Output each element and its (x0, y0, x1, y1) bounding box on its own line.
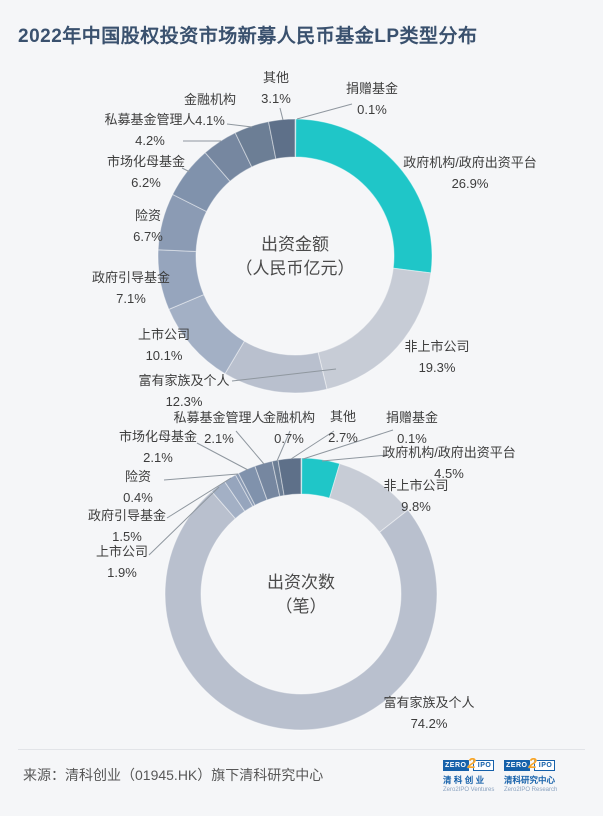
leader-line (163, 473, 239, 481)
logo-english-name: Zero2IPO Research (504, 787, 558, 793)
leader-line (231, 368, 337, 382)
donut-segment-amount-2 (317, 267, 432, 390)
leader-line (148, 486, 220, 556)
donut-segment-count-10 (277, 457, 302, 497)
leader-line (321, 454, 389, 462)
logo-zero-text: ZERO (504, 760, 531, 771)
logo-chinese-name: 清科研究中心 (504, 775, 556, 785)
leader-line (276, 430, 291, 462)
leader-line (302, 429, 394, 460)
zero2ipo-logo-mark: ZERO 2 IPO (443, 755, 501, 772)
logo-zero-text: ZERO (443, 760, 470, 771)
donut-segment-amount-10 (267, 118, 296, 160)
page-title: 2022年中国股权投资市场新募人民币基金LP类型分布 (18, 26, 478, 47)
logo-chinese-name: 清 科 创 业 (443, 775, 485, 785)
leader-line (296, 103, 353, 120)
donut-segment-amount-1 (295, 118, 433, 274)
logo-ipo-text: IPO (533, 760, 556, 771)
leader-line (166, 477, 232, 519)
logo-english-name: Zero2IPO Ventures (443, 787, 495, 793)
zero2ipo-logo-mark: ZERO 2 IPO (504, 755, 562, 772)
footer-divider (18, 749, 585, 750)
logo-two-numeral: 2 (467, 755, 476, 772)
leader-line (290, 430, 335, 460)
zero2ipo-ventures-logo: ZERO 2 IPO 清 科 创 业 Zero2IPO Ventures (443, 755, 501, 793)
logo-ipo-text: IPO (472, 760, 495, 771)
source-text: 来源：清科创业（01945.HK）旗下清科研究中心 (23, 767, 324, 783)
leader-line (181, 167, 191, 173)
leader-line (235, 430, 265, 465)
donut-segment-amount-3 (224, 340, 328, 394)
leader-line (226, 123, 253, 128)
leader-line (196, 442, 249, 471)
donut-segment-count-3 (164, 490, 438, 731)
zero2ipo-research-logo: ZERO 2 IPO 清科研究中心 Zero2IPO Research (504, 755, 562, 793)
logo-two-numeral: 2 (528, 755, 537, 772)
leader-line (279, 107, 284, 121)
